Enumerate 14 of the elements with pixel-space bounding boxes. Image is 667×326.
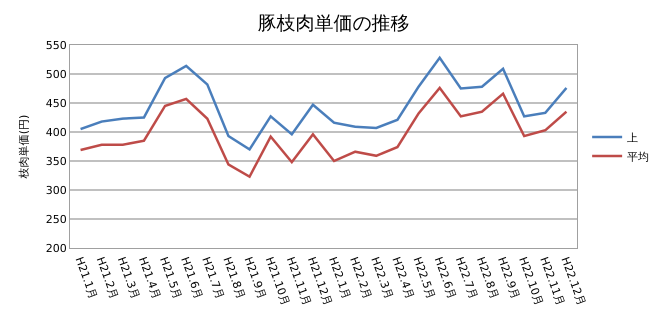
line-series: [79, 86, 568, 178]
legend-label: 平均: [627, 150, 650, 164]
chart-title: 豚枝肉単価の推移: [258, 12, 410, 35]
y-tick-label: 250: [46, 212, 67, 226]
y-tick-label: 300: [46, 184, 67, 197]
y-tick-label: 550: [46, 38, 67, 52]
line-series: [79, 56, 568, 151]
y-tick-label: 400: [46, 126, 67, 139]
y-tick-label: 350: [46, 154, 67, 168]
y-tick-label: 200: [46, 242, 67, 255]
legend-label: 上: [627, 131, 638, 144]
y-tick-label: 450: [46, 96, 67, 110]
y-axis-title: 枝肉単価(円): [17, 114, 30, 180]
y-tick-label: 500: [46, 68, 67, 81]
